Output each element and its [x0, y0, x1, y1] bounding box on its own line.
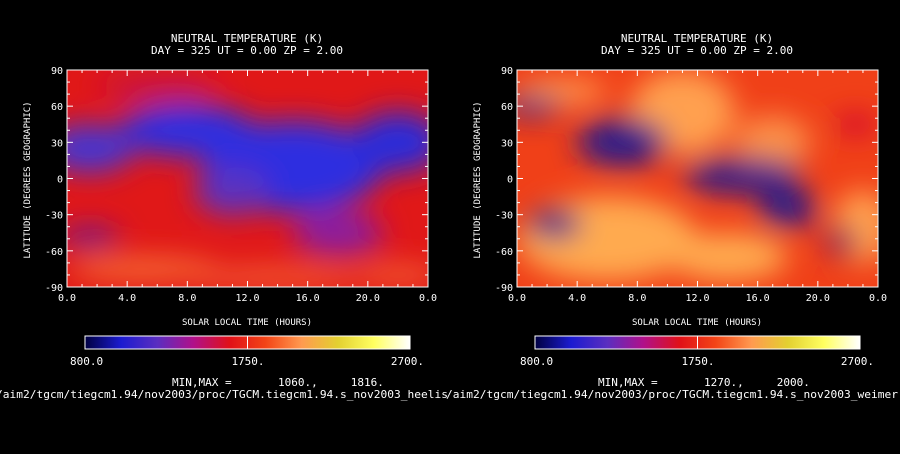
right-heatmap-region-0 [517, 196, 698, 281]
right-xlabel: SOLAR LOCAL TIME (HOURS) [632, 318, 762, 328]
right-ytick-label: 60 [501, 102, 513, 113]
right-xtick-label: 8.0 [628, 293, 646, 304]
right-ytick-label: 30 [501, 138, 513, 149]
right-heatmap-region-7 [682, 158, 803, 195]
left-cbar-max: 2700. [391, 355, 424, 368]
left-heatmap-region-10 [97, 76, 218, 101]
left-ytick-label: -60 [45, 247, 63, 258]
left-ytick-label: 30 [51, 138, 63, 149]
left-cbar-mid: 1750. [231, 355, 264, 368]
left-heatmap-region-8 [187, 267, 368, 287]
left-heatmap-region-3 [67, 124, 135, 173]
left-xtick-label: 0.0 [419, 293, 437, 304]
right-minmax: MIN,MAX = 1270., 2000. [598, 376, 810, 389]
left-heatmap-region-6 [67, 226, 120, 247]
right-ytick-label: -30 [495, 211, 513, 222]
left-subtitle: DAY = 325 UT = 0.00 ZP = 2.00 [151, 44, 343, 57]
left-ytick-label: -30 [45, 211, 63, 222]
right-ytick-label: 0 [507, 175, 513, 186]
right-xtick-label: 4.0 [568, 293, 586, 304]
left-file-path: /aim2/tgcm/tiegcm1.94/nov2003/proc/TGCM.… [0, 388, 448, 401]
right-heatmap [517, 70, 878, 287]
left-heatmap-region-5 [292, 211, 383, 255]
left-xtick-label: 12.0 [235, 293, 259, 304]
right-ytick-label: 90 [501, 66, 513, 77]
left-heatmap-region-9 [352, 265, 428, 285]
right-ytick-label: -60 [495, 247, 513, 258]
left-ytick-label: 90 [51, 66, 63, 77]
left-xtick-label: 8.0 [178, 293, 196, 304]
right-xtick-label: 20.0 [806, 293, 830, 304]
left-minmax: MIN,MAX = 1060., 1816. [172, 376, 384, 389]
right-ytick-label: -90 [495, 283, 513, 294]
left-cbar-min: 800.0 [70, 355, 103, 368]
left-title: NEUTRAL TEMPERATURE (K) [171, 32, 323, 45]
left-xtick-label: 20.0 [356, 293, 380, 304]
right-cbar-min: 800.0 [520, 355, 553, 368]
right-colorbar [534, 335, 861, 350]
left-heatmap-region-2 [352, 112, 428, 173]
right-heatmap-region-11 [822, 226, 859, 256]
right-xtick-label: 0.0 [508, 293, 526, 304]
left-heatmap-region-4 [194, 166, 271, 215]
left-heatmap [67, 70, 428, 287]
left-heatmap-region-7 [67, 256, 218, 281]
left-colorbar [84, 335, 411, 350]
left-ylabel: LATITUDE (DEGREES GEOGRAPHIC) [23, 101, 33, 258]
left-xtick-label: 0.0 [58, 293, 76, 304]
right-xtick-label: 12.0 [685, 293, 709, 304]
left-ytick-label: 60 [51, 102, 63, 113]
right-subtitle: DAY = 325 UT = 0.00 ZP = 2.00 [601, 44, 793, 57]
left-ytick-label: -90 [45, 283, 63, 294]
left-ytick-label: 0 [57, 175, 63, 186]
right-heatmap-region-4 [735, 115, 811, 169]
right-cbar-max: 2700. [841, 355, 874, 368]
right-xtick-label: 0.0 [869, 293, 887, 304]
right-title: NEUTRAL TEMPERATURE (K) [621, 32, 773, 45]
left-xtick-label: 4.0 [118, 293, 136, 304]
right-cbar-mid: 1750. [681, 355, 714, 368]
right-panel: NEUTRAL TEMPERATURE (K) DAY = 325 UT = 0… [473, 32, 887, 389]
right-heatmap-region-6 [577, 118, 668, 167]
right-ylabel: LATITUDE (DEGREES GEOGRAPHIC) [473, 101, 483, 258]
left-panel: NEUTRAL TEMPERATURE (K) DAY = 325 UT = 0… [23, 32, 437, 389]
right-heatmap-region-10 [517, 96, 563, 116]
right-heatmap-region-9 [527, 209, 582, 239]
right-heatmap-region-8 [757, 190, 818, 227]
right-file-path: /aim2/tgcm/tiegcm1.94/nov2003/proc/TGCM.… [446, 388, 898, 401]
left-xlabel: SOLAR LOCAL TIME (HOURS) [182, 318, 312, 328]
right-heatmap-region-1 [667, 232, 788, 281]
right-xtick-label: 16.0 [746, 293, 770, 304]
right-heatmap-region-12 [832, 114, 878, 134]
left-xtick-label: 16.0 [296, 293, 320, 304]
